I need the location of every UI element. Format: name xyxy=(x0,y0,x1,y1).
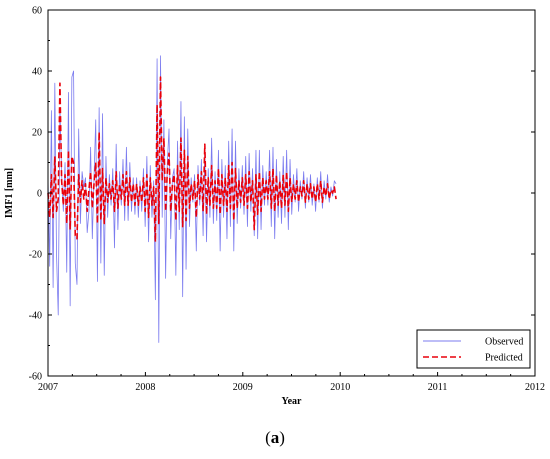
x-tick-label: 2008 xyxy=(135,382,155,393)
legend-label-observed: Observed xyxy=(485,337,523,348)
x-tick-label: 2007 xyxy=(38,382,58,393)
x-tick-label: 2012 xyxy=(525,382,545,393)
y-tick-label: 0 xyxy=(37,189,42,200)
y-tick-label: -60 xyxy=(29,372,42,383)
series-line-observed xyxy=(47,55,337,343)
y-tick-label: 20 xyxy=(32,128,42,139)
plot-area xyxy=(47,55,337,343)
x-tick-label: 2010 xyxy=(330,382,350,393)
y-axis-title: IMF1 [mm] xyxy=(4,168,15,218)
caption-close: ) xyxy=(279,428,285,447)
legend-box xyxy=(416,329,531,369)
x-axis-title: Year xyxy=(282,396,303,407)
series-line-predicted xyxy=(47,76,337,243)
legend: Observed Predicted xyxy=(416,329,531,369)
y-tick-label: -20 xyxy=(29,250,42,261)
y-tick-label: 60 xyxy=(32,6,42,17)
legend-label-predicted: Predicted xyxy=(485,353,523,364)
y-tick-label: 40 xyxy=(32,67,42,78)
x-tick-label: 2011 xyxy=(428,382,448,393)
y-tick-label: -40 xyxy=(29,311,42,322)
caption-open: ( xyxy=(265,428,271,447)
figure-caption: (a) xyxy=(0,428,550,448)
caption-letter: a xyxy=(270,428,280,447)
x-tick-label: 2009 xyxy=(233,382,253,393)
